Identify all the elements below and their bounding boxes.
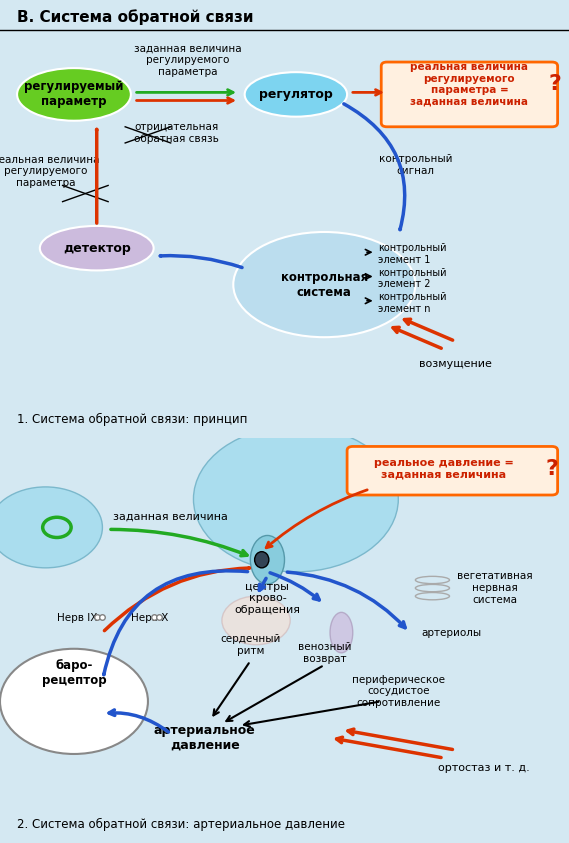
Text: артериолы: артериолы [421,627,481,637]
Text: контрольный
элемент n: контрольный элемент n [378,292,447,314]
Text: центры
крово-
обращения: центры крово- обращения [234,582,300,615]
Ellipse shape [17,68,131,121]
Text: венозный
возврат: венозный возврат [298,642,351,663]
FancyArrowPatch shape [104,568,249,631]
Text: вегетативная
нервная
система: вегетативная нервная система [457,572,533,604]
Ellipse shape [245,72,347,116]
Circle shape [0,487,102,568]
Circle shape [222,596,290,645]
Text: заданная величина: заданная величина [113,512,228,521]
Text: отрицательная
обратная связь: отрицательная обратная связь [134,122,219,143]
Text: В. Система обратной связи: В. Система обратной связи [17,9,254,24]
Text: детектор: детектор [63,242,131,255]
Text: реальная величина
регулируемого
параметра: реальная величина регулируемого параметр… [0,155,99,188]
FancyArrowPatch shape [344,104,405,229]
Text: реальное давление =
заданная величина: реальное давление = заданная величина [374,458,514,480]
Text: контрольная
система: контрольная система [281,271,368,298]
Ellipse shape [254,551,269,568]
Text: ортостаз и т. д.: ортостаз и т. д. [438,763,530,773]
Text: сердечный
ритм: сердечный ритм [220,634,281,656]
Text: 2. Система обратной связи: артериальное давление: 2. Система обратной связи: артериальное … [17,818,345,831]
Ellipse shape [233,232,415,337]
Text: контрольный
элемент 2: контрольный элемент 2 [378,268,447,289]
Ellipse shape [40,226,154,271]
Text: контрольный
сигнал: контрольный сигнал [378,154,452,176]
Ellipse shape [250,535,284,584]
Text: Нерв X: Нерв X [131,614,168,624]
Ellipse shape [330,612,353,652]
Circle shape [193,427,398,572]
FancyArrowPatch shape [104,571,248,674]
Text: периферическое
сосудистое
сопротивление: периферическое сосудистое сопротивление [352,674,445,708]
Text: Нерв IX: Нерв IX [57,614,97,624]
FancyArrowPatch shape [160,255,242,267]
Text: регулируемый
параметр: регулируемый параметр [24,80,123,109]
Text: артериальное
давление: артериальное давление [154,724,255,752]
Text: баро-
рецептор: баро- рецептор [42,659,106,687]
FancyBboxPatch shape [381,62,558,126]
Text: ?: ? [549,74,561,94]
Text: реальная величина
регулируемого
параметра =
заданная величина: реальная величина регулируемого параметр… [410,62,529,107]
Text: контрольный
элемент 1: контрольный элемент 1 [378,244,447,265]
Circle shape [0,649,148,754]
FancyBboxPatch shape [347,447,558,495]
Text: заданная величина
регулируемого
параметра: заданная величина регулируемого параметр… [134,44,242,77]
Text: регулятор: регулятор [259,88,333,101]
Text: возмущение: возмущение [419,358,492,368]
Text: ?: ? [546,459,558,479]
Text: 1. Система обратной связи: принцип: 1. Система обратной связи: принцип [17,413,248,427]
